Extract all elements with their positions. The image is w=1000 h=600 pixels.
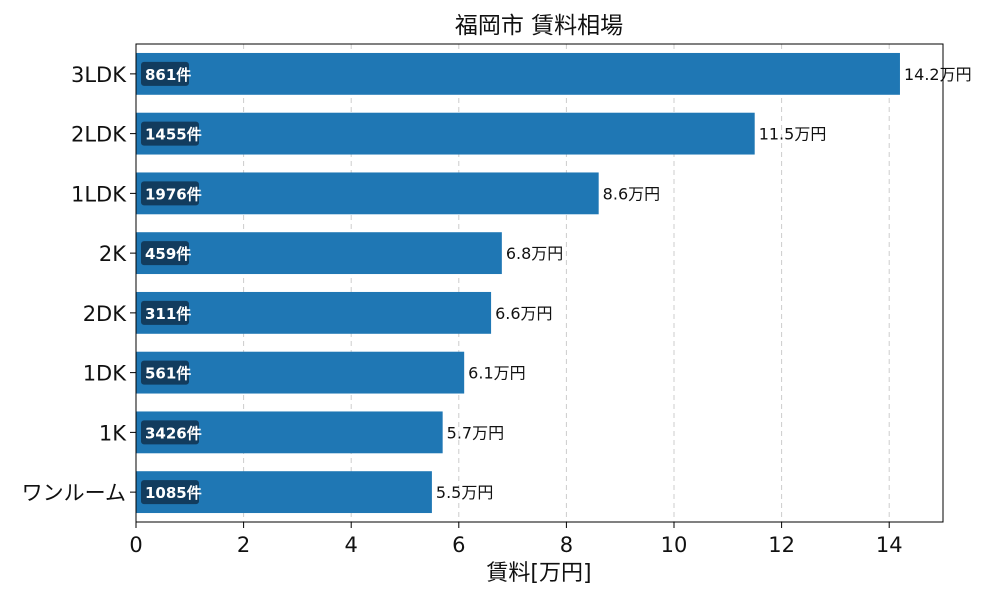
y-tick-label: 2K	[99, 242, 127, 266]
chart-title: 福岡市 賃料相場	[455, 13, 623, 39]
plot-frame	[135, 43, 944, 523]
x-tick-label: 8	[560, 533, 573, 557]
count-label: 311件	[145, 305, 191, 323]
x-tick-label: 2	[237, 533, 250, 557]
y-axis-ticks: 3LDK 2LDK 1LDK 2K 2DK 1DK 1K ワンルーム	[22, 63, 136, 505]
count-badge	[141, 241, 189, 266]
count-label: 861件	[145, 66, 191, 84]
x-axis-ticks: 0 2 4 6 8 10 12 14	[129, 522, 903, 557]
bar	[136, 112, 755, 155]
count-label: 459件	[145, 245, 191, 263]
y-tick-label: ワンルーム	[22, 481, 126, 505]
count-badge	[141, 360, 189, 385]
bar	[136, 291, 492, 334]
x-tick-label: 10	[661, 533, 688, 557]
count-label: 1455件	[145, 126, 202, 144]
count-badge	[141, 300, 189, 325]
x-tick-label: 4	[345, 533, 358, 557]
y-tick-label: 2DK	[83, 302, 128, 326]
y-tick-label: 2LDK	[71, 123, 127, 147]
count-badge	[141, 480, 199, 505]
count-label: 3426件	[145, 424, 202, 442]
value-label: 5.7万円	[447, 423, 504, 442]
value-label: 6.1万円	[468, 364, 525, 383]
count-label: 561件	[145, 365, 191, 383]
count-label: 1085件	[145, 484, 202, 502]
count-badge	[141, 420, 199, 445]
count-label: 1976件	[145, 185, 202, 203]
x-tick-label: 14	[876, 533, 903, 557]
x-tick-label: 6	[452, 533, 465, 557]
bar	[136, 52, 900, 95]
bar	[136, 351, 465, 394]
bar	[136, 172, 599, 215]
y-tick-label: 1DK	[83, 362, 128, 386]
value-label: 6.6万円	[495, 304, 552, 323]
count-badge	[141, 181, 199, 206]
count-badge	[141, 61, 189, 86]
x-axis-label: 賃料[万円]	[486, 561, 591, 586]
count-badge	[141, 121, 199, 146]
y-tick-label: 1LDK	[71, 182, 127, 206]
x-tick-label: 0	[129, 533, 142, 557]
y-tick-label: 3LDK	[71, 63, 127, 87]
value-label: 8.6万円	[603, 184, 660, 203]
bar	[136, 232, 502, 275]
bars: 861件 14.2万円 1455件 11.5万円 1976件 8.6万円 459件 6.8万円…	[136, 52, 972, 514]
value-label: 6.8万円	[506, 244, 563, 263]
value-label: 14.2万円	[904, 65, 972, 84]
value-label: 5.5万円	[436, 483, 493, 502]
value-label: 11.5万円	[759, 125, 827, 144]
x-tick-label: 12	[768, 533, 795, 557]
y-tick-label: 1K	[99, 421, 127, 445]
